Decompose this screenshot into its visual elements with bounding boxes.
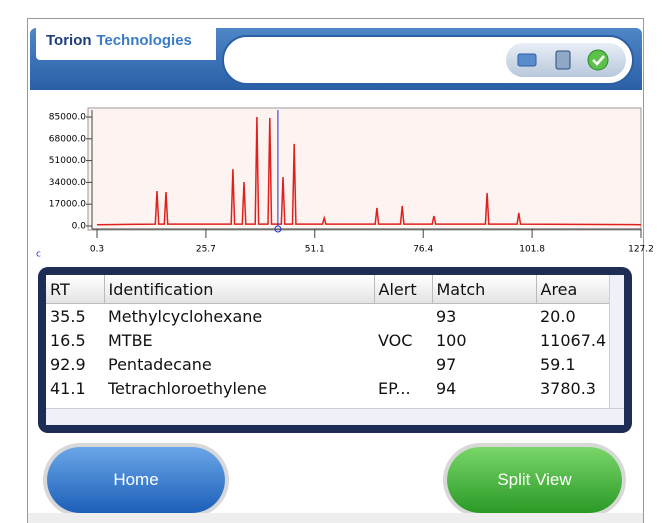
table-cell: 97 <box>436 354 457 374</box>
column-header: Match <box>432 275 537 304</box>
table-cell: Tetrachloroethylene <box>108 378 267 398</box>
x-tick-label: 127.2 <box>628 245 654 255</box>
table-row: 92.9 Pentadecane 97 59.1 <box>46 352 612 376</box>
vertical-scrollbar[interactable] <box>609 275 624 409</box>
x-tick-label: 101.8 <box>519 245 545 255</box>
table-cell: Methylcyclohexane <box>108 306 263 326</box>
y-tick-label: 85000.0 <box>49 113 86 123</box>
brand-bold: Torion <box>46 32 92 49</box>
table-cell <box>374 304 432 329</box>
table-cell: Pentadecane <box>108 354 212 374</box>
trace <box>96 116 642 226</box>
corner-label: c <box>36 250 41 260</box>
x-tick-label: 76.4 <box>413 245 433 255</box>
table-row: 35.5 Methylcyclohexane 93 20.0 <box>46 304 612 329</box>
results-panel: RT Identification Alert Match Area 35.5 Methyl… <box>38 267 632 433</box>
column-header: Area <box>536 275 613 304</box>
table-cell: 16.5 <box>50 330 86 350</box>
home-button[interactable]: Home <box>47 447 225 513</box>
table: RT Identification Alert Match Area 35.5 Methyl… <box>46 275 613 400</box>
y-tick-label: 0.0 <box>72 222 87 232</box>
table-cell: 100 <box>436 330 467 350</box>
table-cell: EP... <box>378 378 411 398</box>
brand: Torion Technologies <box>36 20 216 60</box>
footer-band <box>28 513 643 523</box>
y-tick-label: 34000.0 <box>49 178 86 188</box>
table-cell: VOC <box>378 330 413 350</box>
ok-icon[interactable] <box>587 49 609 71</box>
table-cell: 92.9 <box>50 354 86 374</box>
x-tick-label: 51.1 <box>305 245 325 255</box>
table-cell: 3780.3 <box>540 378 596 398</box>
table-row: 41.1 Tetrachloroethylene EP... 94 3780.3 <box>46 376 612 400</box>
battery-icon[interactable] <box>517 53 537 67</box>
y-tick-label: 17000.0 <box>49 200 86 210</box>
results-table: RT Identification Alert Match Area 35.5 Methyl… <box>46 275 624 425</box>
cursor-handle <box>274 225 282 233</box>
table-cell: 35.5 <box>50 306 86 326</box>
chromatogram: 0.0 17000.0 34000.0 51000.0 68000.0 85000.0 0.… <box>36 107 654 260</box>
table-row: 16.5 MTBE VOC 100 11067.4 <box>46 328 612 352</box>
table-cell: 59.1 <box>540 354 576 374</box>
column-header: Alert <box>374 275 433 304</box>
split-view-button[interactable]: Split View <box>447 447 622 513</box>
table-cell: 11067.4 <box>540 330 607 350</box>
column-header: RT <box>46 275 105 304</box>
table-cell: 20.0 <box>540 306 576 326</box>
column-header: Identification <box>104 275 375 304</box>
table-cell: 41.1 <box>50 378 86 398</box>
table-cell: MTBE <box>108 330 153 350</box>
status-icons <box>506 43 626 77</box>
brand-light: Technologies <box>96 32 192 49</box>
x-tick-label: 0.3 <box>90 245 104 255</box>
check <box>592 55 605 66</box>
y-tick-label: 68000.0 <box>49 134 86 144</box>
x-tick-label: 25.7 <box>196 245 216 255</box>
device-icon[interactable] <box>555 50 571 70</box>
table-cell <box>374 352 432 376</box>
search-field[interactable] <box>222 35 634 85</box>
y-tick-label: 51000.0 <box>49 156 86 166</box>
table-cell: 93 <box>436 306 457 326</box>
icons <box>517 49 609 71</box>
horizontal-scrollbar[interactable] <box>46 408 624 425</box>
table-cell: 94 <box>436 378 457 398</box>
plot-area <box>87 107 642 231</box>
